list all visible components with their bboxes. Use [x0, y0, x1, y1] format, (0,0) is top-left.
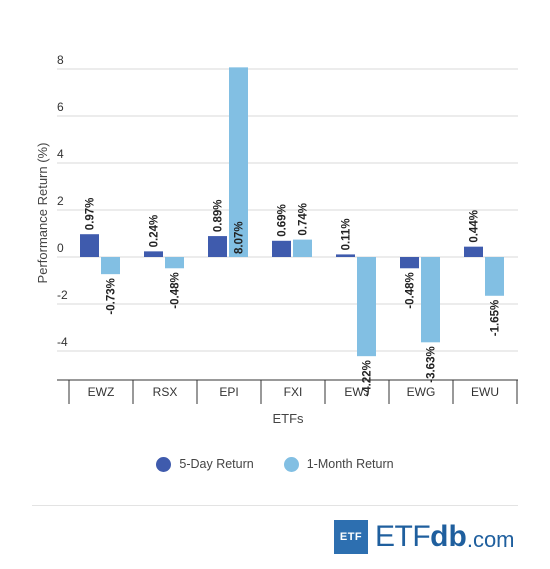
data-label: -3.63% [426, 346, 438, 382]
bar-5-day-fxi [272, 240, 291, 257]
etf-logo-box: ETF [334, 520, 368, 554]
y-tick-label: 2 [57, 194, 64, 208]
bar-5-day-ewj [336, 254, 355, 257]
x-tick-label: EPI [219, 385, 238, 399]
bar-1-month-ewj [357, 257, 376, 357]
y-axis-ticks: 8 6 4 2 0 -2 -4 [57, 53, 68, 349]
y-tick-label: 0 [57, 241, 64, 255]
data-label: 0.97% [85, 198, 97, 231]
y-tick-label: -4 [57, 335, 68, 349]
data-label: -0.48% [170, 272, 182, 308]
y-axis-title: Performance Return (%) [35, 143, 50, 284]
legend-item-1-month: 1-Month Return [283, 456, 394, 472]
y-tick-label: -2 [57, 288, 68, 302]
logo-db-text: db [430, 520, 467, 553]
legend-label-1-month: 1-Month Return [306, 457, 394, 471]
bar-1-month-ewu [485, 257, 504, 296]
bar-1-month-epi [229, 67, 248, 257]
y-tick-label: 8 [57, 53, 64, 67]
bar-1-month-ewz [101, 257, 120, 275]
data-label: -0.48% [405, 272, 417, 308]
data-label: -0.73% [106, 278, 118, 314]
bar-1-month-fxi [293, 239, 312, 257]
bar-5-day-ewg [400, 257, 419, 269]
x-tick-label: EWG [407, 385, 436, 399]
footer-divider [32, 505, 518, 506]
logo-com-text: .com [466, 527, 515, 552]
x-axis-title: ETFs [272, 411, 304, 426]
data-label: 8.07% [234, 221, 246, 254]
data-label: 0.24% [149, 215, 161, 248]
bar-5-day-rsx [144, 251, 163, 257]
bar-5-day-epi [208, 236, 227, 257]
y-tick-label: 6 [57, 100, 64, 114]
x-tick-label: EWZ [88, 385, 115, 399]
bars [80, 67, 504, 357]
bar-1-month-ewg [421, 257, 440, 343]
data-label: 0.69% [277, 204, 289, 237]
data-label: 0.11% [341, 218, 353, 250]
legend-swatch-1-month [283, 456, 299, 472]
data-label: 0.44% [469, 210, 481, 243]
legend: 5-Day Return 1-Month Return [0, 455, 550, 473]
x-tick-label: EWJ [344, 385, 369, 399]
data-label: 0.74% [298, 203, 310, 236]
chart: 8 6 4 2 0 -2 -4 0.97% 0.24% 0.89% 0.69% 0.11% -0.48… [35, 53, 518, 426]
legend-label-5-day: 5-Day Return [179, 457, 254, 471]
bar-5-day-ewz [80, 234, 99, 257]
data-label: 0.89% [213, 199, 225, 232]
data-label: -1.65% [490, 300, 502, 336]
x-tick-label: RSX [153, 385, 178, 399]
x-axis: EWZ RSX EPI FXI EWJ EWG EWU [57, 379, 518, 404]
legend-item-5-day: 5-Day Return [156, 456, 254, 472]
data-labels: 0.97% 0.24% 0.89% 0.69% 0.11% -0.48% 0.44% -0.7… [85, 198, 502, 397]
logo-etf-text: ETF [375, 520, 431, 553]
legend-swatch-5-day [156, 456, 172, 472]
x-tick-label: FXI [284, 385, 303, 399]
y-tick-label: 4 [57, 147, 64, 161]
etfdb-logo: ETF ETF db .com [334, 520, 515, 554]
data-label: -4.22% [362, 360, 374, 396]
bar-1-month-rsx [165, 257, 184, 269]
x-tick-label: EWU [471, 385, 499, 399]
bar-5-day-ewu [464, 246, 483, 257]
